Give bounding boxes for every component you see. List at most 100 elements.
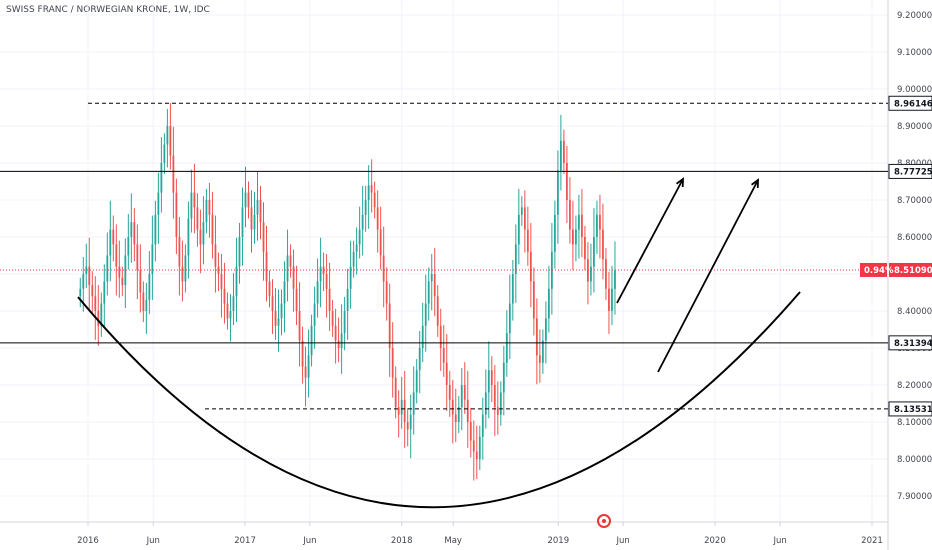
candle-body <box>97 311 100 326</box>
candle-body <box>451 399 454 415</box>
candle-body <box>352 251 355 267</box>
candle-body <box>82 274 85 289</box>
candle-body <box>593 237 595 267</box>
candle-body <box>175 192 178 237</box>
candle-body <box>376 207 379 230</box>
candle-body <box>575 229 577 245</box>
candle-body <box>547 288 550 319</box>
x-tick-label: 2021 <box>861 536 883 546</box>
candle-body <box>463 385 466 400</box>
candle-body <box>247 192 250 208</box>
candle-body <box>532 281 535 319</box>
candle-body <box>319 266 322 282</box>
projection-arrow-2 <box>657 179 759 373</box>
candle-body <box>295 288 298 311</box>
grid <box>0 0 888 522</box>
x-tick-label: 2020 <box>704 536 726 546</box>
candle-body <box>599 214 601 230</box>
price-level-label: 8.13531 <box>894 405 932 415</box>
candle-body <box>322 266 325 274</box>
candle-body <box>397 407 400 415</box>
candle-body <box>433 274 436 297</box>
candle-body <box>133 222 136 245</box>
candle-body <box>235 266 238 297</box>
candle-body <box>256 200 259 215</box>
candle-body <box>277 318 280 326</box>
candle-body <box>232 296 235 311</box>
candle-body <box>268 281 271 297</box>
candle-body <box>109 229 112 256</box>
candle-body <box>193 192 196 208</box>
candles <box>79 103 616 481</box>
candle-body <box>529 251 532 282</box>
candle-body <box>385 281 388 304</box>
candle-body <box>100 303 103 326</box>
candle-body <box>238 237 241 267</box>
candle-body <box>587 259 589 282</box>
candle-body <box>605 259 607 289</box>
candle-body <box>310 325 313 356</box>
candle-body <box>316 281 319 304</box>
y-tick-label: 8.10000 <box>897 418 932 428</box>
y-tick-label: 7.90000 <box>897 492 932 502</box>
candle-body <box>430 274 433 282</box>
candle-body <box>121 277 124 286</box>
candle-body <box>127 237 130 256</box>
candle-body <box>562 140 565 163</box>
candle-body <box>331 311 334 326</box>
candle-body <box>403 399 406 422</box>
candle-body <box>481 414 484 437</box>
candle-body <box>142 292 145 311</box>
candle-body <box>472 440 475 452</box>
candle-body <box>103 281 106 304</box>
candle-body <box>139 270 142 293</box>
candle-body <box>409 414 412 430</box>
candle-body <box>584 237 586 260</box>
candle-body <box>313 303 316 326</box>
candle-body <box>611 288 613 311</box>
candle-body <box>184 255 187 282</box>
x-tick-label: Jun <box>302 536 316 546</box>
candle-body <box>328 288 331 311</box>
candle-body <box>118 266 121 278</box>
candle-body <box>124 255 127 286</box>
candle-body <box>553 214 556 252</box>
candle-body <box>493 385 496 408</box>
candle-body <box>169 126 172 156</box>
candle-body <box>190 192 193 219</box>
candle-body <box>364 200 367 215</box>
candle-body <box>214 244 217 267</box>
candle-body <box>556 170 559 215</box>
candle-body <box>253 214 256 230</box>
candle-body <box>421 325 424 348</box>
candle-body <box>358 229 361 245</box>
candle-body <box>166 126 169 145</box>
candle-body <box>412 392 415 415</box>
candle-body <box>79 288 82 297</box>
candle-body <box>178 237 181 267</box>
candle-body <box>490 370 493 385</box>
candle-body <box>448 385 451 400</box>
candle-body <box>460 385 463 408</box>
candle-body <box>457 407 460 422</box>
candle-body <box>343 311 346 334</box>
candle-body <box>325 274 328 289</box>
candle-body <box>259 200 262 223</box>
price-level-tag <box>888 95 932 111</box>
candle-body <box>346 288 349 311</box>
y-tick-label: 9.00000 <box>897 85 932 95</box>
candle-body <box>523 207 526 230</box>
candle-body <box>163 144 166 163</box>
candle-body <box>379 229 382 256</box>
price-change-tag <box>860 262 887 277</box>
candle-body <box>208 200 211 215</box>
candle-body <box>130 222 133 237</box>
candle-body <box>602 229 604 260</box>
candle-body <box>262 222 265 252</box>
candle-body <box>559 140 562 171</box>
candle-body <box>223 288 226 304</box>
candle-body <box>307 355 310 378</box>
candle-body <box>160 163 163 193</box>
price-level-tag <box>888 163 932 179</box>
